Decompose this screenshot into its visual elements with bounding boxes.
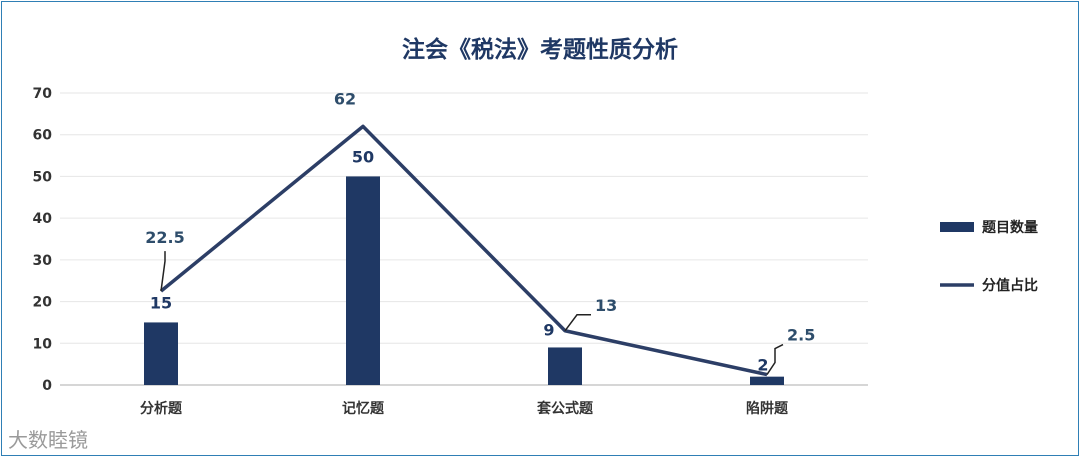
x-tick-label: 分析题 bbox=[140, 400, 183, 417]
line-data-label: 2.5 bbox=[787, 326, 815, 345]
data-labels: 15 50 9 2 22.5 62 13 2.5 bbox=[145, 89, 815, 375]
series-line bbox=[159, 124, 768, 377]
y-tick-label: 20 bbox=[33, 295, 53, 311]
y-tick-label: 70 bbox=[33, 86, 53, 102]
y-tick-label: 0 bbox=[42, 378, 52, 394]
y-tick-label: 40 bbox=[33, 211, 53, 227]
bar-data-label: 50 bbox=[352, 147, 374, 166]
line-data-label: 62 bbox=[334, 89, 356, 108]
legend-line-label: 分值占比 bbox=[982, 277, 1038, 294]
bar-series bbox=[144, 176, 784, 385]
bar bbox=[750, 376, 784, 385]
bar bbox=[346, 176, 380, 385]
y-tick-label: 50 bbox=[33, 169, 53, 185]
x-tick-label: 套公式题 bbox=[537, 400, 594, 417]
legend-bar-swatch bbox=[940, 222, 974, 232]
leader-line bbox=[160, 251, 166, 292]
leader-line bbox=[564, 314, 591, 332]
legend-bar-label: 题目数量 bbox=[982, 219, 1038, 236]
y-tick-label: 10 bbox=[33, 336, 53, 352]
y-tick-label: 30 bbox=[33, 253, 53, 269]
bar bbox=[548, 347, 582, 385]
bar-data-label: 2 bbox=[757, 356, 768, 375]
grid-lines bbox=[60, 92, 868, 386]
line-data-label: 22.5 bbox=[145, 228, 184, 247]
x-tick-label: 记忆题 bbox=[342, 400, 385, 417]
line-data-label: 13 bbox=[595, 296, 617, 315]
chart-title: 注会《税法》考题性质分析 bbox=[402, 37, 678, 63]
watermark-text: 大数睦镜 bbox=[8, 428, 88, 452]
y-tick-label: 60 bbox=[33, 128, 53, 144]
y-axis: 0 10 20 30 40 50 60 70 bbox=[33, 86, 53, 394]
x-axis: 分析题 记忆题 套公式题 陷阱题 bbox=[140, 400, 789, 417]
x-tick-label: 陷阱题 bbox=[746, 400, 789, 417]
leader-line bbox=[766, 343, 784, 375]
bar-data-label: 9 bbox=[543, 320, 554, 339]
line-series bbox=[159, 124, 768, 377]
bar bbox=[144, 322, 178, 385]
bar-data-label: 15 bbox=[150, 293, 172, 312]
